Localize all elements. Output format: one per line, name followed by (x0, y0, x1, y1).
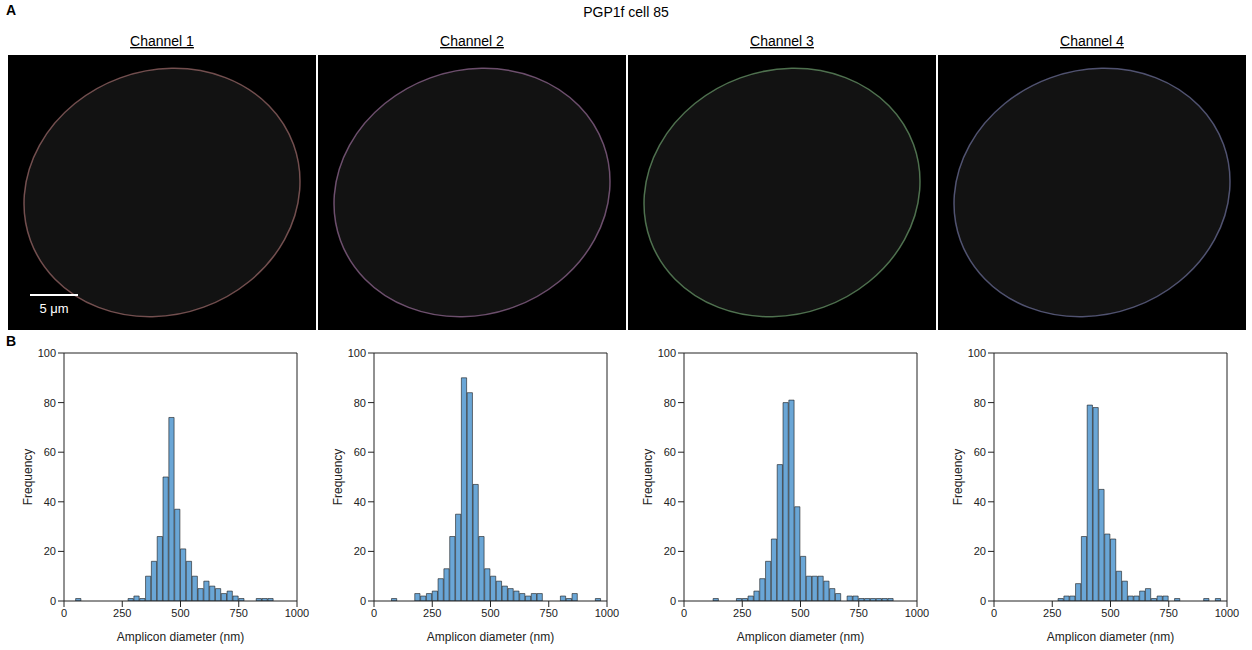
svg-text:250: 250 (1043, 607, 1061, 619)
svg-text:500: 500 (481, 607, 499, 619)
svg-text:1000: 1000 (1215, 607, 1239, 619)
svg-text:0: 0 (50, 595, 56, 607)
svg-text:750: 750 (1160, 607, 1178, 619)
svg-text:60: 60 (664, 446, 676, 458)
svg-text:100: 100 (658, 347, 676, 359)
svg-text:Frequency: Frequency (21, 449, 35, 506)
svg-text:60: 60 (974, 446, 986, 458)
svg-text:Channel 3: Channel 3 (750, 33, 814, 49)
svg-text:40: 40 (664, 496, 676, 508)
svg-text:250: 250 (733, 607, 751, 619)
svg-text:Frequency: Frequency (641, 449, 655, 506)
svg-text:40: 40 (354, 496, 366, 508)
svg-text:40: 40 (974, 496, 986, 508)
svg-text:5 μm: 5 μm (39, 301, 68, 316)
svg-text:100: 100 (968, 347, 986, 359)
svg-text:1000: 1000 (905, 607, 929, 619)
svg-text:0: 0 (371, 607, 377, 619)
svg-text:100: 100 (348, 347, 366, 359)
svg-text:500: 500 (1101, 607, 1119, 619)
svg-text:Amplicon diameter (nm): Amplicon diameter (nm) (117, 630, 244, 644)
svg-text:20: 20 (44, 545, 56, 557)
svg-text:80: 80 (664, 397, 676, 409)
svg-text:Frequency: Frequency (331, 449, 345, 506)
svg-text:750: 750 (230, 607, 248, 619)
svg-text:0: 0 (980, 595, 986, 607)
svg-text:Frequency: Frequency (951, 449, 965, 506)
svg-text:0: 0 (991, 607, 997, 619)
html-text:B: B (6, 333, 17, 349)
svg-text:Channel 1: Channel 1 (130, 33, 194, 49)
svg-text:Amplicon diameter (nm): Amplicon diameter (nm) (1047, 630, 1174, 644)
svg-text:60: 60 (44, 446, 56, 458)
svg-text:1000: 1000 (285, 607, 309, 619)
svg-text:80: 80 (354, 397, 366, 409)
svg-text:80: 80 (974, 397, 986, 409)
svg-text:100: 100 (38, 347, 56, 359)
svg-text:Amplicon diameter (nm): Amplicon diameter (nm) (737, 630, 864, 644)
svg-text:20: 20 (664, 545, 676, 557)
svg-text:80: 80 (44, 397, 56, 409)
svg-text:0: 0 (360, 595, 366, 607)
svg-text:Channel 4: Channel 4 (1060, 33, 1124, 49)
svg-text:750: 750 (850, 607, 868, 619)
svg-text:0: 0 (670, 595, 676, 607)
svg-text:1000: 1000 (595, 607, 619, 619)
svg-text:250: 250 (423, 607, 441, 619)
svg-text:20: 20 (354, 545, 366, 557)
svg-text:60: 60 (354, 446, 366, 458)
svg-text:Channel 2: Channel 2 (440, 33, 504, 49)
svg-text:250: 250 (113, 607, 131, 619)
svg-text:40: 40 (44, 496, 56, 508)
svg-text:500: 500 (791, 607, 809, 619)
svg-text:500: 500 (171, 607, 189, 619)
svg-text:750: 750 (540, 607, 558, 619)
svg-text:Amplicon diameter (nm): Amplicon diameter (nm) (427, 630, 554, 644)
svg-text:A: A (6, 2, 16, 18)
svg-text:0: 0 (681, 607, 687, 619)
svg-text:20: 20 (974, 545, 986, 557)
svg-text:PGP1f cell 85: PGP1f cell 85 (583, 4, 669, 20)
svg-text:0: 0 (61, 607, 67, 619)
